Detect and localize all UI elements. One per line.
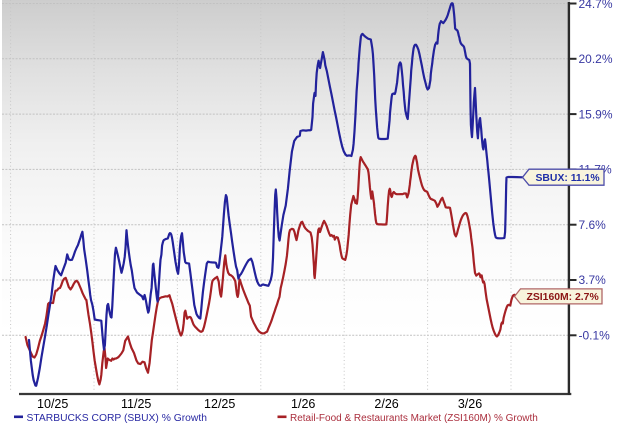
svg-text:3/26: 3/26 — [458, 397, 482, 411]
svg-text:-0.1%: -0.1% — [579, 329, 611, 343]
svg-text:24.7%: 24.7% — [579, 0, 613, 11]
svg-text:7.6%: 7.6% — [579, 218, 607, 232]
svg-text:11/25: 11/25 — [121, 397, 151, 411]
svg-text:10/25: 10/25 — [37, 397, 68, 411]
svg-text:20.2%: 20.2% — [579, 52, 613, 66]
svg-text:ZSI160M: 2.7%: ZSI160M: 2.7% — [527, 292, 599, 303]
svg-text:Retail-Food & Restaurants Mark: Retail-Food & Restaurants Market (ZSI160… — [290, 413, 538, 424]
svg-text:12/25: 12/25 — [204, 397, 235, 411]
svg-text:3.7%: 3.7% — [579, 273, 607, 287]
svg-text:SBUX: 11.1%: SBUX: 11.1% — [536, 173, 600, 184]
svg-text:STARBUCKS CORP (SBUX) % Growth: STARBUCKS CORP (SBUX) % Growth — [27, 413, 208, 424]
svg-text:2/26: 2/26 — [374, 397, 398, 411]
svg-text:1/26: 1/26 — [291, 397, 315, 411]
svg-text:15.9%: 15.9% — [579, 107, 613, 121]
